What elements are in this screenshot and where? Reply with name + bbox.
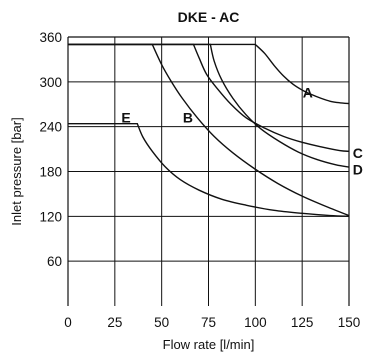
curve-label-e: E [121,110,130,126]
grid [68,37,349,306]
x-tick-label-25: 25 [107,315,122,330]
x-tick-label-125: 125 [291,315,314,330]
curve-label-b: B [183,110,193,126]
y-tick-label-240: 240 [39,120,62,135]
curve-a [68,43,350,105]
x-tick-label-100: 100 [244,315,267,330]
curve-labels: A CD B E [121,84,362,177]
y-tick-label-180: 180 [39,165,62,180]
x-tick-label-50: 50 [154,315,169,330]
x-tick-label-0: 0 [64,315,72,330]
curves [68,43,350,218]
y-tick-label-60: 60 [47,254,62,269]
y-tick-label-120: 120 [39,209,62,224]
curve-label-d: D [353,161,363,177]
curve-label-a: A [303,84,313,100]
chart-title: DKE - AC [178,9,240,25]
curve-b [68,43,350,217]
curve-d [68,43,350,168]
curve-e [68,122,350,218]
y-axis-label: Inlet pressure [bar] [9,117,24,225]
curve-label-c: C [353,145,363,161]
x-tick-label-150: 150 [338,315,361,330]
y-tick-label-300: 300 [39,75,62,90]
x-axis-label: Flow rate [l/min] [163,337,255,352]
plot-frame [67,36,350,306]
x-tick-label-75: 75 [201,315,216,330]
y-tick-label-360: 360 [39,30,62,45]
tick-labels: 0 25 50 75 100 125 150 60 120 180 240 300 360 [39,30,360,330]
